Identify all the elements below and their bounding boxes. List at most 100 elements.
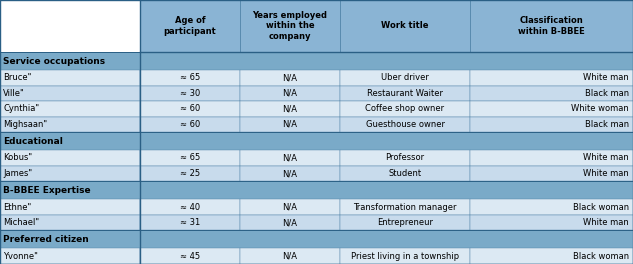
Bar [470, 101, 633, 117]
Text: Guesthouse owner: Guesthouse owner [365, 120, 444, 129]
Bar [0, 101, 140, 117]
Bar [240, 248, 340, 264]
Text: N/A: N/A [282, 169, 298, 178]
Text: N/A: N/A [282, 153, 298, 163]
Bar [140, 70, 240, 86]
Bar [0, 166, 140, 181]
Text: Entrepreneur: Entrepreneur [377, 218, 433, 227]
Text: ≈ 65: ≈ 65 [180, 73, 200, 82]
Bar [140, 86, 240, 101]
Bar [340, 248, 470, 264]
Text: ≈ 65: ≈ 65 [180, 153, 200, 163]
Text: Restaurant Waiter: Restaurant Waiter [367, 89, 443, 98]
Bar [0, 132, 633, 150]
Text: Black woman: Black woman [573, 202, 629, 212]
Bar [240, 150, 340, 166]
Text: Bruce": Bruce" [3, 73, 32, 82]
Text: B-BBEE Expertise: B-BBEE Expertise [3, 186, 91, 195]
Bar [0, 199, 140, 215]
Bar [0, 70, 140, 86]
Bar [470, 199, 633, 215]
Bar [140, 101, 240, 117]
Bar [140, 0, 240, 52]
Bar [340, 199, 470, 215]
Bar [0, 52, 633, 70]
Text: Uber driver: Uber driver [381, 73, 429, 82]
Bar [470, 70, 633, 86]
Bar [470, 150, 633, 166]
Text: N/A: N/A [282, 104, 298, 114]
Bar [470, 117, 633, 132]
Bar [140, 166, 240, 181]
Text: James": James" [3, 169, 32, 178]
Text: Ethne": Ethne" [3, 202, 31, 212]
Bar [0, 215, 140, 230]
Text: Preferred citizen: Preferred citizen [3, 235, 89, 244]
Bar [0, 150, 140, 166]
Bar [470, 86, 633, 101]
Text: Kobus": Kobus" [3, 153, 32, 163]
Text: N/A: N/A [282, 120, 298, 129]
Text: Yvonne": Yvonne" [3, 252, 38, 261]
Bar [470, 166, 633, 181]
Bar [340, 215, 470, 230]
Bar [0, 117, 140, 132]
Text: Coffee shop owner: Coffee shop owner [365, 104, 444, 114]
Text: Ville": Ville" [3, 89, 25, 98]
Bar [340, 86, 470, 101]
Text: Age of
participant: Age of participant [163, 16, 216, 36]
Text: Educational: Educational [3, 137, 63, 146]
Text: Black man: Black man [585, 89, 629, 98]
Text: Service occupations: Service occupations [3, 56, 105, 65]
Bar [240, 86, 340, 101]
Text: Michael": Michael" [3, 218, 39, 227]
Text: Cynthia": Cynthia" [3, 104, 39, 114]
Text: N/A: N/A [282, 218, 298, 227]
Bar [0, 248, 140, 264]
Text: Priest living in a township: Priest living in a township [351, 252, 459, 261]
Text: ≈ 25: ≈ 25 [180, 169, 200, 178]
Bar [340, 0, 470, 52]
Bar [140, 248, 240, 264]
Text: Years employed
within the
company: Years employed within the company [253, 11, 327, 41]
Bar [340, 70, 470, 86]
Text: Classification
within B-BBEE: Classification within B-BBEE [518, 16, 585, 36]
Bar [470, 248, 633, 264]
Text: White man: White man [583, 169, 629, 178]
Text: N/A: N/A [282, 89, 298, 98]
Text: White woman: White woman [571, 104, 629, 114]
Bar [240, 117, 340, 132]
Bar [0, 0, 140, 52]
Text: White man: White man [583, 73, 629, 82]
Text: White man: White man [583, 218, 629, 227]
Text: Black man: Black man [585, 120, 629, 129]
Text: N/A: N/A [282, 202, 298, 212]
Text: Student: Student [389, 169, 422, 178]
Bar [240, 101, 340, 117]
Text: Transformation manager: Transformation manager [353, 202, 457, 212]
Bar [340, 117, 470, 132]
Bar [240, 70, 340, 86]
Text: ≈ 45: ≈ 45 [180, 252, 200, 261]
Bar [470, 0, 633, 52]
Bar [240, 166, 340, 181]
Text: ≈ 30: ≈ 30 [180, 89, 200, 98]
Bar [240, 199, 340, 215]
Bar [140, 150, 240, 166]
Bar [470, 215, 633, 230]
Bar [240, 0, 340, 52]
Bar [240, 215, 340, 230]
Bar [340, 101, 470, 117]
Bar [340, 150, 470, 166]
Bar [0, 230, 633, 248]
Bar [0, 86, 140, 101]
Bar [0, 181, 633, 199]
Text: White man: White man [583, 153, 629, 163]
Bar [140, 117, 240, 132]
Text: ≈ 31: ≈ 31 [180, 218, 200, 227]
Text: Professor: Professor [385, 153, 425, 163]
Text: N/A: N/A [282, 252, 298, 261]
Text: ≈ 60: ≈ 60 [180, 104, 200, 114]
Bar [140, 215, 240, 230]
Text: ≈ 40: ≈ 40 [180, 202, 200, 212]
